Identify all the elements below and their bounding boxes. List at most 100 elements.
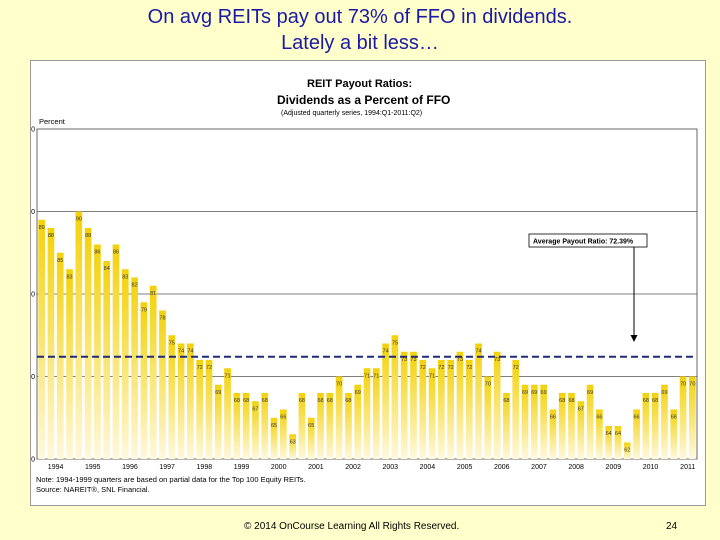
average-annotation-arrow-head bbox=[630, 335, 638, 342]
bar-60 bbox=[586, 384, 594, 459]
bar-label-23: 68 bbox=[243, 398, 249, 404]
bar-label-13: 81 bbox=[150, 291, 156, 297]
x-year-2001: 2001 bbox=[308, 464, 324, 471]
bar-label-6: 88 bbox=[85, 233, 91, 239]
x-year-2008: 2008 bbox=[568, 464, 584, 471]
bar-63 bbox=[614, 426, 622, 459]
chart-note: Note: 1994-1999 quarters are based on pa… bbox=[36, 475, 306, 484]
bar-label-31: 68 bbox=[317, 398, 323, 404]
y-tick-60: 60 bbox=[31, 457, 35, 464]
bar-label-66: 68 bbox=[643, 398, 649, 404]
bar-4 bbox=[66, 269, 73, 459]
bar-8 bbox=[103, 261, 111, 459]
page-number: 24 bbox=[666, 521, 678, 532]
bar-label-51: 68 bbox=[503, 398, 509, 404]
chart-panel: REIT Payout Ratios: Dividends as a Perce… bbox=[30, 60, 706, 506]
bar-33 bbox=[335, 376, 343, 459]
bar-21 bbox=[224, 368, 231, 459]
bar-23 bbox=[242, 393, 250, 459]
bar-label-48: 74 bbox=[475, 349, 481, 355]
bar-label-7: 86 bbox=[94, 250, 100, 256]
bar-label-34: 68 bbox=[345, 398, 351, 404]
bar-label-24: 67 bbox=[252, 406, 258, 412]
bar-55 bbox=[540, 384, 547, 459]
bar-43 bbox=[428, 368, 436, 459]
bar-46 bbox=[456, 351, 464, 459]
x-year-1996: 1996 bbox=[122, 464, 138, 471]
bar-label-27: 66 bbox=[280, 415, 286, 421]
x-year-1995: 1995 bbox=[85, 464, 101, 471]
bar-67 bbox=[651, 393, 659, 459]
x-year-2006: 2006 bbox=[494, 464, 510, 471]
bar-13 bbox=[149, 285, 157, 459]
bar-62 bbox=[605, 426, 613, 459]
bar-label-2: 88 bbox=[48, 233, 54, 239]
bar-label-57: 68 bbox=[559, 398, 565, 404]
x-year-2003: 2003 bbox=[382, 464, 398, 471]
bar-label-39: 75 bbox=[392, 340, 398, 346]
bar-label-64: 62 bbox=[624, 448, 630, 454]
bars bbox=[38, 211, 696, 459]
bar-label-18: 72 bbox=[197, 365, 203, 371]
bar-label-44: 72 bbox=[438, 365, 444, 371]
bar-label-15: 75 bbox=[169, 340, 175, 346]
chart-source: Source: NAREIT®, SNL Financial. bbox=[36, 485, 150, 494]
bar-36 bbox=[363, 368, 371, 459]
y-tick-labels: 60 70 80 90 100 bbox=[31, 127, 35, 464]
bar-label-67: 68 bbox=[652, 398, 658, 404]
bar-9 bbox=[112, 244, 120, 459]
bar-label-55: 69 bbox=[541, 390, 547, 396]
x-year-1997: 1997 bbox=[159, 464, 175, 471]
bar-17 bbox=[187, 343, 194, 459]
bar-1 bbox=[38, 219, 45, 459]
bar-label-21: 71 bbox=[225, 373, 231, 379]
bar-6 bbox=[84, 228, 92, 459]
slide-title-line-1: On avg REITs pay out 73% of FFO in divid… bbox=[147, 6, 573, 28]
bar-label-5: 90 bbox=[76, 217, 82, 223]
bar-19 bbox=[205, 360, 213, 459]
bar-label-11: 82 bbox=[132, 283, 138, 289]
x-year-2005: 2005 bbox=[457, 464, 473, 471]
bar-label-29: 68 bbox=[299, 398, 305, 404]
bar-7 bbox=[94, 244, 101, 459]
bar-42 bbox=[419, 360, 427, 459]
bar-label-63: 64 bbox=[615, 431, 621, 437]
x-year-2004: 2004 bbox=[420, 464, 436, 471]
bar-label-28: 63 bbox=[290, 439, 296, 445]
bar-label-3: 85 bbox=[57, 258, 63, 264]
bar-label-10: 83 bbox=[122, 274, 128, 280]
bar-14 bbox=[159, 310, 166, 459]
bar-66 bbox=[642, 393, 650, 459]
bar-label-69: 66 bbox=[671, 415, 677, 421]
x-year-1998: 1998 bbox=[197, 464, 213, 471]
bar-label-35: 69 bbox=[355, 390, 361, 396]
bar-label-17: 74 bbox=[187, 349, 193, 355]
bar-18 bbox=[196, 360, 204, 459]
x-year-2002: 2002 bbox=[345, 464, 361, 471]
bar-label-61: 66 bbox=[596, 415, 602, 421]
bar-label-19: 72 bbox=[206, 365, 212, 371]
bar-label-30: 65 bbox=[308, 423, 314, 429]
bar-label-49: 70 bbox=[485, 382, 491, 388]
bar-label-32: 68 bbox=[327, 398, 333, 404]
bar-38 bbox=[382, 343, 389, 459]
bar-label-16: 74 bbox=[178, 349, 184, 355]
x-year-1994: 1994 bbox=[48, 464, 64, 471]
bar-48 bbox=[475, 343, 482, 459]
bar-label-60: 69 bbox=[587, 390, 593, 396]
bar-20 bbox=[214, 384, 222, 459]
bar-label-25: 68 bbox=[262, 398, 268, 404]
bar-29 bbox=[298, 393, 306, 459]
bar-label-68: 69 bbox=[661, 390, 667, 396]
bar-51 bbox=[503, 393, 510, 459]
bar-65 bbox=[633, 409, 640, 459]
bar-27 bbox=[279, 409, 287, 459]
bar-30 bbox=[307, 417, 315, 459]
average-annotation-box bbox=[528, 233, 648, 248]
bar-12 bbox=[140, 302, 148, 459]
bar-label-20: 69 bbox=[215, 390, 221, 396]
x-year-1999: 1999 bbox=[234, 464, 250, 471]
bar-2 bbox=[47, 228, 55, 459]
bar-label-50: 73 bbox=[494, 357, 500, 363]
